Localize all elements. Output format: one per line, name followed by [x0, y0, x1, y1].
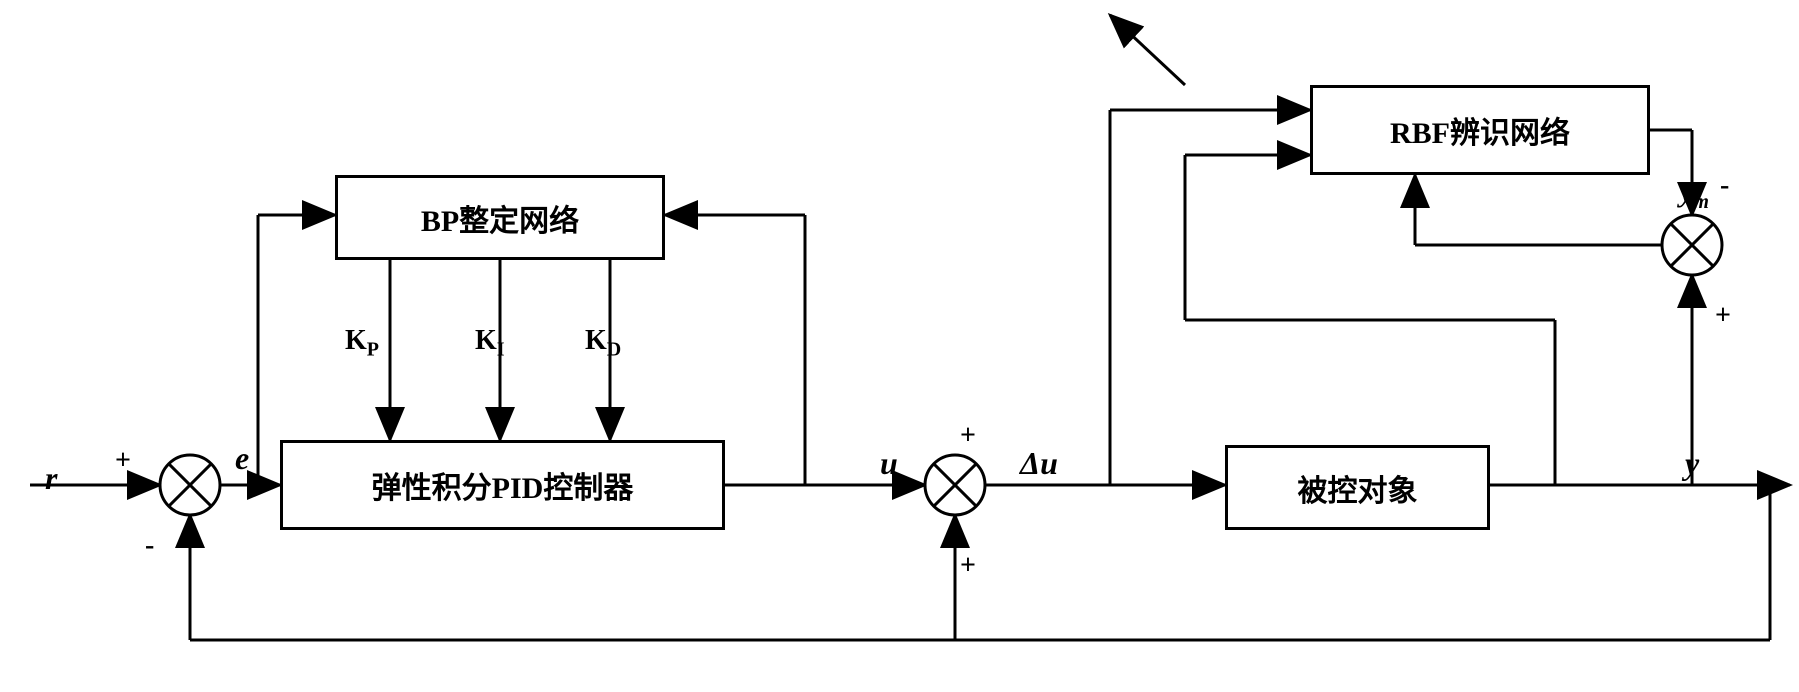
box-label-pid_controller: 弹性积分PID控制器: [372, 463, 634, 507]
label-ki: KI: [475, 325, 505, 362]
sign-r_plus: +: [115, 445, 131, 477]
sign-u_plus_top: +: [960, 420, 976, 452]
label-delta_u: Δu: [1020, 445, 1058, 482]
sign-u_plus_bottom: +: [960, 550, 976, 582]
summing-junction-u_sum: [925, 455, 985, 515]
sign-y_minus: -: [145, 530, 154, 562]
label-kd: KD: [585, 325, 621, 362]
box-label-bp_network: BP整定网络: [421, 196, 579, 240]
label-kp: KP: [345, 325, 379, 362]
signal-line-rbf-adaptive-arrow: [1110, 15, 1185, 85]
box-rbf_network: RBF辨识网络: [1310, 85, 1650, 175]
box-pid_controller: 弹性积分PID控制器: [280, 440, 725, 530]
label-y: y: [1685, 445, 1699, 482]
label-ym: ym: [1680, 175, 1709, 214]
box-label-rbf_network: RBF辨识网络: [1390, 108, 1570, 152]
label-e: e: [235, 440, 249, 477]
sign-ym_minus: -: [1720, 170, 1729, 202]
label-u: u: [880, 445, 898, 482]
summing-junction-error_sum: [160, 455, 220, 515]
label-r: r: [45, 460, 57, 497]
sign-ym_plus: +: [1715, 300, 1731, 332]
box-plant: 被控对象: [1225, 445, 1490, 530]
summing-junction-ym_sum: [1662, 215, 1722, 275]
box-label-plant: 被控对象: [1298, 466, 1418, 510]
box-bp_network: BP整定网络: [335, 175, 665, 260]
